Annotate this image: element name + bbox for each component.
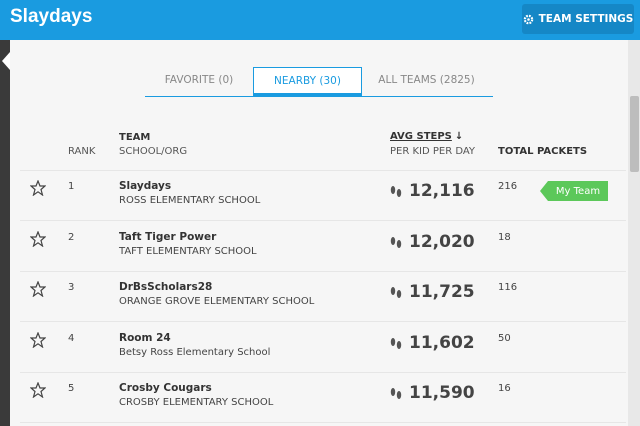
packets: 216 (498, 181, 518, 192)
footprint-icon (390, 287, 402, 298)
col-rank: RANK (68, 146, 96, 157)
favorite-star[interactable] (30, 331, 46, 348)
gear-icon (523, 14, 533, 24)
avg-steps: 11,602 (409, 332, 475, 353)
footprint-icon (390, 337, 402, 349)
row-separator (20, 422, 626, 423)
col-steps-wrap[interactable]: AVG STEPS ↓ (390, 131, 463, 142)
collapse-arrow[interactable] (2, 52, 12, 70)
my-team-badge: My Team (540, 181, 608, 201)
favorite-star[interactable] (30, 180, 46, 196)
avg-steps: 11,725 (409, 282, 475, 302)
favorite-star[interactable] (30, 230, 46, 247)
rank: 2 (68, 231, 75, 243)
packets: 18 (498, 231, 511, 243)
school: ROSS ELEMENTARY SCHOOL (119, 195, 261, 206)
team-name: Taft Tiger Power (119, 230, 217, 243)
col-school: SCHOOL/ORG (119, 146, 188, 157)
team-name: Slaydays (119, 180, 172, 192)
col-steps: AVG STEPS (390, 131, 452, 142)
footprint-icon (390, 186, 402, 197)
row-separator (20, 321, 626, 322)
favorite-star[interactable] (30, 281, 46, 297)
avg-steps: 12,020 (409, 231, 475, 252)
col-team: TEAM (119, 132, 151, 143)
team-name: DrBsScholars28 (119, 281, 213, 293)
col-steps-sub: PER KID PER DAY (390, 146, 476, 157)
row-separator (20, 371, 626, 373)
tab[interactable]: NEARBY (30) (253, 67, 362, 97)
sort-arrow: ↓ (454, 131, 464, 142)
school: Betsy Ross Elementary School (119, 346, 271, 358)
button-label: TEAM SETTINGS (538, 13, 634, 25)
school: ORANGE GROVE ELEMENTARY SCHOOL (119, 296, 315, 307)
packets: 16 (498, 383, 511, 394)
footprint-icon (390, 236, 402, 248)
rank: 1 (68, 181, 75, 192)
team-settings-button[interactable]: TEAM SETTINGS (522, 4, 634, 34)
avg-steps: 12,116 (409, 181, 475, 201)
footprint-icon (390, 388, 402, 399)
team-name: Crosby Cougars (119, 382, 212, 394)
favorite-star[interactable] (30, 382, 46, 398)
rank: 3 (68, 282, 75, 293)
school: CROSBY ELEMENTARY SCHOOL (119, 397, 274, 408)
row-separator (20, 270, 626, 272)
school: TAFT ELEMENTARY SCHOOL (119, 245, 257, 257)
avg-steps: 11,590 (409, 383, 475, 403)
row-separator (20, 220, 626, 221)
packets: 50 (498, 332, 511, 344)
row-separator (20, 170, 626, 171)
rank: 5 (68, 383, 75, 394)
side-strip (0, 40, 10, 426)
tab[interactable]: FAVORITE (0) (164, 74, 234, 86)
tab[interactable]: ALL TEAMS (2825) (378, 74, 475, 86)
team-name: Room 24 (119, 331, 171, 344)
packets: 116 (498, 282, 518, 293)
app-title: Slaydays (10, 6, 93, 27)
col-packets: TOTAL PACKETS (498, 146, 588, 157)
scroll-thumb[interactable] (630, 96, 639, 172)
rank: 4 (68, 332, 75, 344)
